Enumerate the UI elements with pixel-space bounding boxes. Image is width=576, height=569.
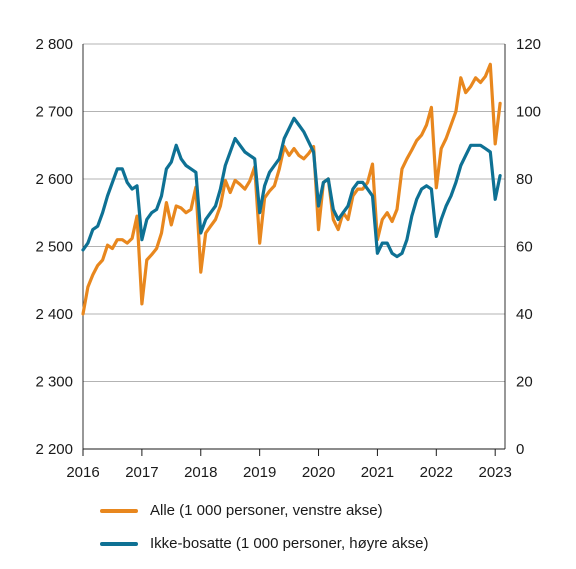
series-line-ikke-bosatte [81, 116, 502, 259]
x-tick-label: 2017 [125, 464, 158, 481]
left-y-tick-label: 2 600 [35, 171, 73, 188]
left-y-tick-label: 2 500 [35, 239, 73, 256]
right-y-tick-label: 0 [516, 441, 524, 458]
legend-swatch-alle [100, 508, 138, 513]
gridlines [83, 43, 505, 382]
left-y-tick-label: 2 700 [35, 104, 73, 121]
plot-frame [82, 44, 506, 450]
legend-item-ikke-bosatte: Ikke-bosatte (1 000 personer, høyre akse… [100, 527, 428, 560]
x-tick-label: 2022 [420, 464, 453, 481]
legend-label-ikke-bosatte: Ikke-bosatte (1 000 personer, høyre akse… [150, 535, 429, 552]
legend-label-alle: Alle (1 000 personer, venstre akse) [150, 502, 383, 519]
legend-item-alle: Alle (1 000 personer, venstre akse) [100, 494, 428, 527]
right-y-tick-label: 60 [516, 239, 533, 256]
left-y-tick-label: 2 400 [35, 306, 73, 323]
left-y-tick-label: 2 300 [35, 374, 73, 391]
right-y-axis: 0 20 40 60 80 100 120 [516, 36, 541, 458]
right-y-tick-label: 100 [516, 104, 541, 121]
right-y-tick-label: 120 [516, 36, 541, 53]
x-tick-label: 2019 [243, 464, 276, 481]
x-tick-label: 2020 [302, 464, 335, 481]
series-line-alle [81, 62, 502, 316]
x-tick-label: 2021 [361, 464, 394, 481]
right-y-tick-label: 80 [516, 171, 533, 188]
left-y-axis: 2 200 2 300 2 400 2 500 2 600 2 700 2 800 [35, 36, 73, 458]
series-layer [81, 62, 502, 316]
right-y-tick-label: 20 [516, 374, 533, 391]
x-tick-label: 2018 [184, 464, 217, 481]
left-y-tick-label: 2 800 [35, 36, 73, 53]
legend: Alle (1 000 personer, venstre akse) Ikke… [100, 494, 428, 560]
legend-swatch-ikke-bosatte [100, 541, 138, 546]
x-tick-label: 2016 [66, 464, 99, 481]
right-y-tick-label: 40 [516, 306, 533, 323]
left-y-tick-label: 2 200 [35, 441, 73, 458]
x-tick-label: 2023 [478, 464, 511, 481]
x-axis: 2016 2017 2018 2019 2020 2021 2022 2023 [66, 449, 512, 481]
